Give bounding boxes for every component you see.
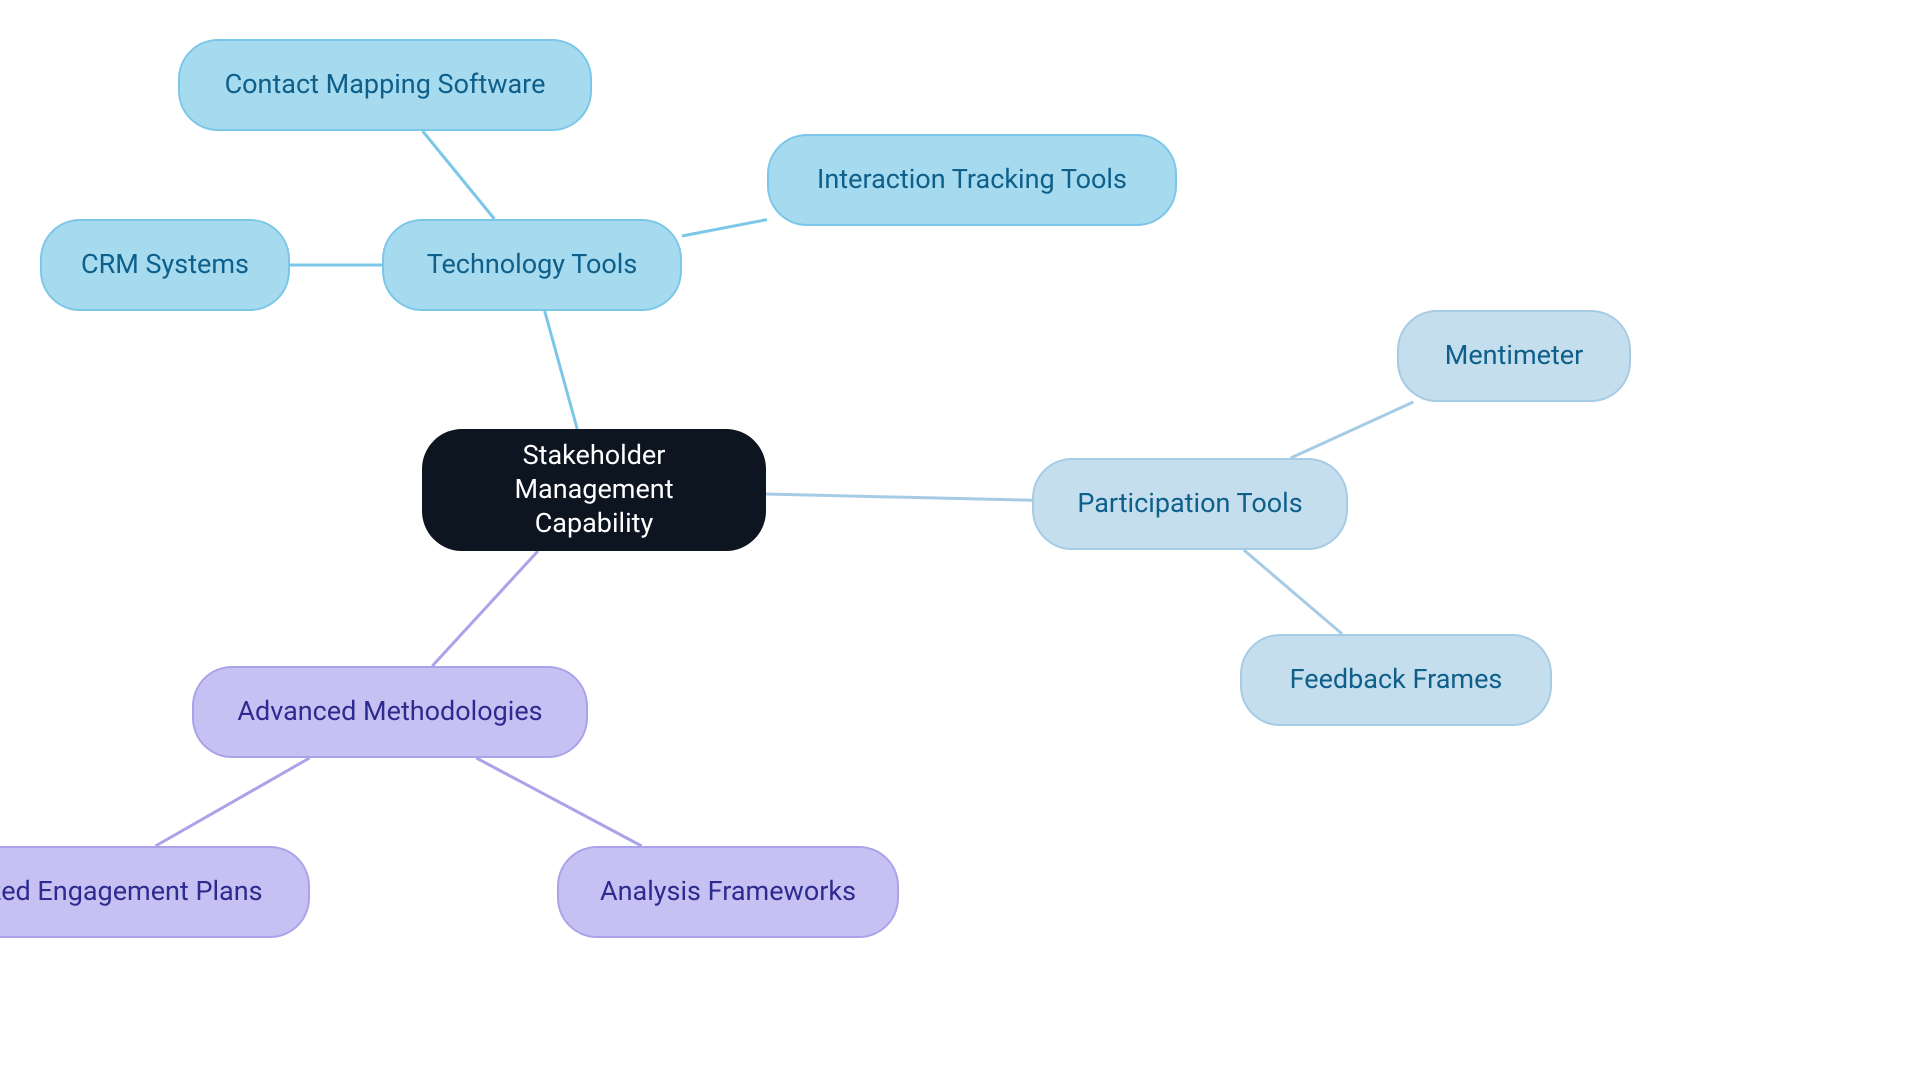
edge-participation-mentimeter bbox=[1291, 402, 1414, 458]
edge-root-advanced bbox=[432, 551, 538, 666]
node-tech: Technology Tools bbox=[382, 219, 682, 311]
edge-root-tech bbox=[545, 311, 578, 429]
edge-tech-interaction bbox=[682, 220, 767, 236]
edge-root-participation bbox=[766, 494, 1032, 500]
node-label: Interaction Tracking Tools bbox=[817, 163, 1127, 197]
node-advanced: Advanced Methodologies bbox=[192, 666, 588, 758]
node-customized: Customized Engagement Plans bbox=[0, 846, 310, 938]
node-mentimeter: Mentimeter bbox=[1397, 310, 1631, 402]
node-label: Mentimeter bbox=[1445, 339, 1584, 373]
node-label: Analysis Frameworks bbox=[600, 875, 856, 909]
node-contact: Contact Mapping Software bbox=[178, 39, 592, 131]
node-analysis: Analysis Frameworks bbox=[557, 846, 899, 938]
node-label: Contact Mapping Software bbox=[225, 68, 546, 102]
node-root: Stakeholder Management Capability bbox=[422, 429, 766, 551]
edge-participation-feedback bbox=[1244, 550, 1342, 634]
node-label: Stakeholder Management Capability bbox=[451, 439, 737, 540]
edge-tech-contact bbox=[423, 131, 495, 219]
node-interaction: Interaction Tracking Tools bbox=[767, 134, 1177, 226]
node-label: Advanced Methodologies bbox=[237, 695, 542, 729]
node-label: Technology Tools bbox=[427, 248, 638, 282]
node-feedback: Feedback Frames bbox=[1240, 634, 1552, 726]
node-participation: Participation Tools bbox=[1032, 458, 1348, 550]
diagram-canvas: Stakeholder Management Capability Technol… bbox=[0, 0, 1920, 1083]
node-label: Feedback Frames bbox=[1290, 663, 1503, 697]
node-label: CRM Systems bbox=[81, 248, 249, 282]
node-crm: CRM Systems bbox=[40, 219, 290, 311]
edge-advanced-customized bbox=[156, 758, 310, 846]
node-label: Customized Engagement Plans bbox=[0, 875, 263, 909]
node-label: Participation Tools bbox=[1077, 487, 1302, 521]
edge-advanced-analysis bbox=[476, 758, 641, 846]
